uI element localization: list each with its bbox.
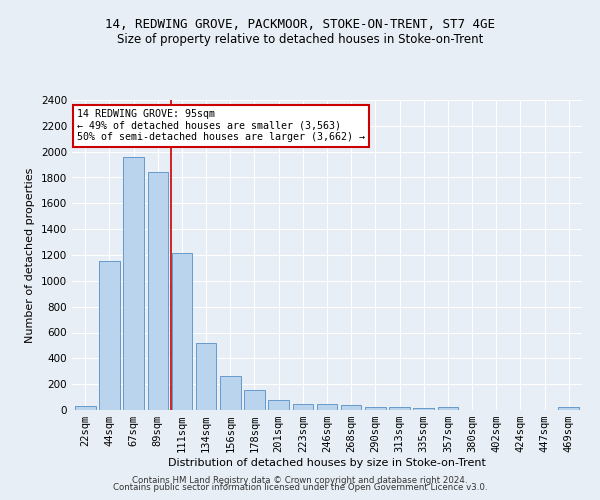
X-axis label: Distribution of detached houses by size in Stoke-on-Trent: Distribution of detached houses by size … (168, 458, 486, 468)
Bar (341, 405, 361, 410)
Bar (99, 262, 120, 410)
Bar (413, 408, 434, 410)
Bar (559, 408, 579, 410)
Text: 14, REDWING GROVE, PACKMOOR, STOKE-ON-TRENT, ST7 4GE: 14, REDWING GROVE, PACKMOOR, STOKE-ON-TR… (105, 18, 495, 30)
Bar (196, 344, 217, 410)
Text: 14 REDWING GROVE: 95sqm
← 49% of detached houses are smaller (3,563)
50% of semi: 14 REDWING GROVE: 95sqm ← 49% of detache… (77, 110, 365, 142)
Text: Contains public sector information licensed under the Open Government Licence v3: Contains public sector information licen… (113, 484, 487, 492)
Text: Contains HM Land Registry data © Crown copyright and database right 2024.: Contains HM Land Registry data © Crown c… (132, 476, 468, 485)
Y-axis label: Number of detached properties: Number of detached properties (25, 168, 35, 342)
Bar (317, 404, 337, 410)
Bar (124, 157, 144, 410)
Bar (389, 407, 410, 410)
Bar (172, 253, 192, 410)
Bar (293, 404, 313, 410)
Bar (437, 408, 458, 410)
Bar (75, 406, 95, 410)
Bar (268, 400, 289, 410)
Bar (365, 408, 386, 410)
Text: Size of property relative to detached houses in Stoke-on-Trent: Size of property relative to detached ho… (117, 32, 483, 46)
Bar (220, 376, 241, 410)
Bar (148, 172, 168, 410)
Bar (244, 390, 265, 410)
